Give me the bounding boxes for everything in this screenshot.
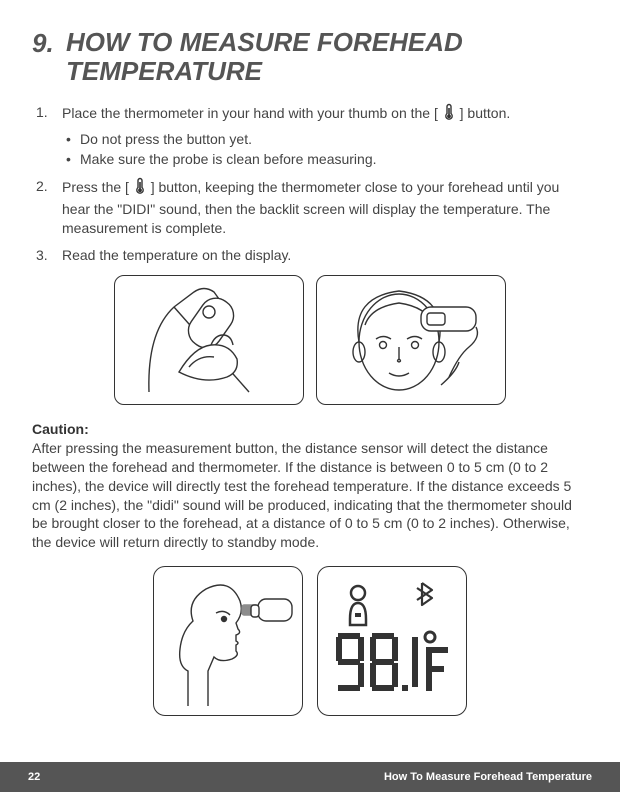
caution-text: After pressing the measurement button, t… [32, 439, 588, 552]
section-heading: 9. HOW TO MEASURE FOREHEAD TEMPERATURE [32, 28, 588, 85]
step-1-sub-1: Do not press the button yet. [62, 130, 588, 150]
steps-list: Place the thermometer in your hand with … [32, 103, 588, 265]
thermometer-icon [134, 177, 146, 200]
section-title: HOW TO MEASURE FOREHEAD TEMPERATURE [66, 28, 463, 85]
step-3: Read the temperature on the display. [32, 246, 588, 265]
step-1-sub-2: Make sure the probe is clean before meas… [62, 150, 588, 170]
section-number: 9. [32, 28, 66, 59]
illustration-row-1 [32, 275, 588, 405]
footer-section-title: How To Measure Forehead Temperature [384, 771, 592, 783]
page-footer: 22 How To Measure Forehead Temperature [0, 762, 620, 792]
step-2: Press the [ ] button, keeping the thermo… [32, 177, 588, 238]
illustration-forehead-scan [316, 275, 506, 405]
illustration-profile-scan [153, 566, 303, 716]
illustration-display-screen [317, 566, 467, 716]
step-1: Place the thermometer in your hand with … [32, 103, 588, 169]
step-1-sublist: Do not press the button yet. Make sure t… [62, 130, 588, 169]
page-number: 22 [28, 771, 40, 783]
thermometer-icon [443, 103, 455, 126]
illustration-holding-thermometer [114, 275, 304, 405]
caution-label: Caution: [32, 421, 588, 437]
illustration-row-2 [32, 566, 588, 716]
